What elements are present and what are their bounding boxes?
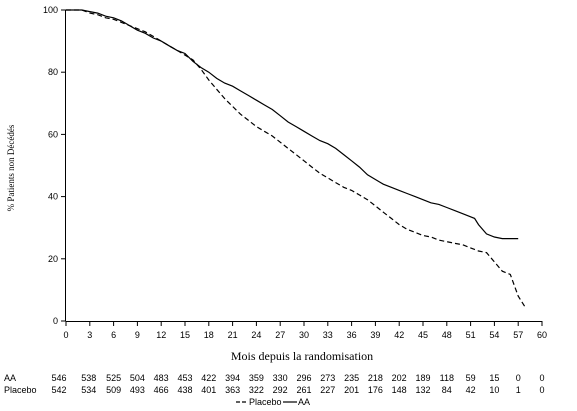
risk-count: 84 [442,385,452,395]
x-tick-label: 3 [87,330,92,340]
x-tick-label: 30 [299,330,309,340]
y-axis-label: % Patients non Décédés [6,124,16,211]
x-axis: 0 3 6 9 12 15 18 21 24 27 30 33 36 39 42 45 48 51 54 57 60 [63,321,547,340]
risk-count: 493 [130,385,145,395]
risk-count: 538 [81,373,96,383]
risk-count: 1 [516,385,521,395]
risk-count: 546 [51,373,66,383]
axes-frame [65,10,542,322]
risk-count: 10 [489,385,499,395]
risk-count: 363 [225,385,240,395]
risk-count: 330 [273,373,288,383]
x-tick-label: 54 [489,330,499,340]
risk-count: 466 [154,385,169,395]
y-tick-label: 60 [48,129,58,139]
risk-count: 0 [516,373,521,383]
x-axis-label: Mois depuis la randomisation [231,349,373,363]
risk-count: 189 [415,373,430,383]
risk-count: 118 [440,373,454,383]
x-tick-label: 9 [135,330,140,340]
risk-count: 0 [539,385,544,395]
risk-count: 509 [106,385,121,395]
risk-count: 59 [466,373,476,383]
risk-count: 359 [249,373,264,383]
x-tick-label: 33 [323,330,333,340]
x-tick-label: 45 [418,330,428,340]
risk-count: 534 [81,385,96,395]
risk-count: 148 [392,385,407,395]
plot-area [66,9,527,309]
x-tick-label: 60 [537,330,547,340]
x-tick-label: 6 [111,330,116,340]
legend: Placebo AA [236,397,310,407]
risk-count: 438 [177,385,192,395]
risk-count: 227 [320,385,335,395]
risk-count: 453 [177,373,192,383]
risk-count: 401 [201,385,216,395]
risk-count: 15 [489,373,499,383]
risk-count: 201 [344,385,359,395]
risk-count: 394 [225,373,240,383]
x-tick-label: 48 [442,330,452,340]
risk-count: 322 [249,385,264,395]
y-tick-label: 0 [53,316,58,326]
x-tick-label: 51 [466,330,476,340]
risk-count: 132 [415,385,430,395]
risk-count: 292 [273,385,288,395]
risk-count: 42 [466,385,476,395]
x-tick-label: 27 [275,330,285,340]
x-tick-label: 39 [370,330,380,340]
risk-count: 235 [344,373,359,383]
risk-row-label: Placebo [4,385,37,395]
risk-count: 261 [296,385,311,395]
x-tick-label: 18 [204,330,214,340]
y-axis: 0 20 40 60 80 100 [43,5,66,326]
y-tick-label: 80 [48,67,58,77]
risk-count: 273 [320,373,335,383]
risk-table: AA 546 538 525 504 483 453 422 394 359 330 296 273 23… [4,373,545,395]
risk-count: 525 [106,373,121,383]
risk-count: 504 [130,373,145,383]
x-tick-label: 0 [63,330,68,340]
series-line-aa [66,9,519,240]
x-tick-label: 57 [513,330,523,340]
risk-count: 218 [368,373,383,383]
risk-count: 176 [368,385,383,395]
x-tick-label: 24 [251,330,261,340]
series-line-placebo [66,9,527,309]
risk-count: 0 [539,373,544,383]
x-tick-label: 12 [156,330,166,340]
risk-count: 202 [392,373,407,383]
x-tick-label: 42 [394,330,404,340]
x-tick-label: 15 [180,330,190,340]
x-tick-label: 21 [228,330,238,340]
legend-label-aa: AA [298,397,310,407]
y-tick-label: 100 [43,5,58,15]
risk-count: 483 [154,373,169,383]
risk-row-label: AA [4,373,16,383]
y-tick-label: 20 [48,254,58,264]
y-tick-label: 40 [48,192,58,202]
x-tick-label: 36 [347,330,357,340]
risk-count: 422 [201,373,216,383]
risk-count: 542 [51,385,66,395]
risk-count: 296 [296,373,311,383]
legend-label-placebo: Placebo [249,397,282,407]
